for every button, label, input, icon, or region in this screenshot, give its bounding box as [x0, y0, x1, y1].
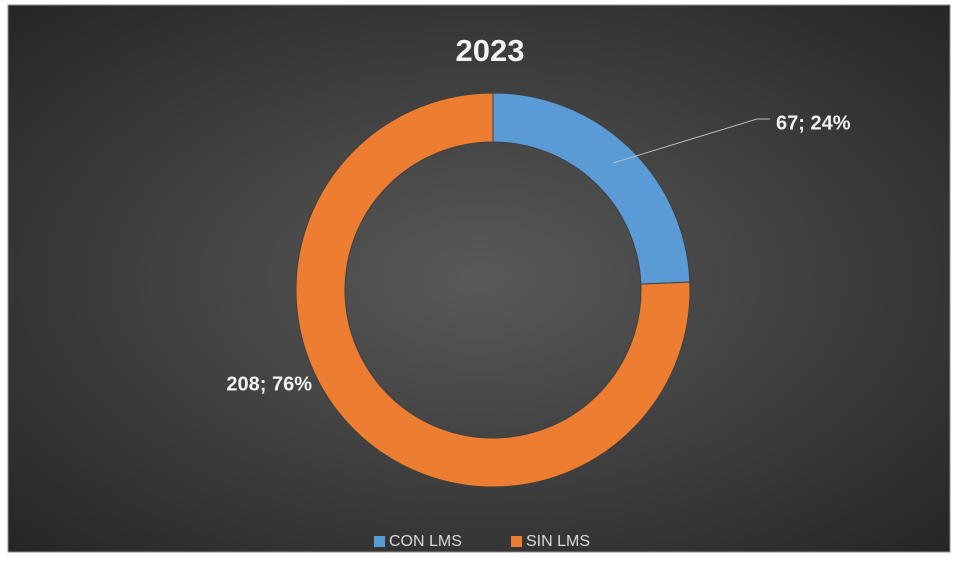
- legend-label: CON LMS: [389, 533, 462, 550]
- legend-swatch: [374, 536, 385, 547]
- chart-title: 2023: [456, 33, 525, 68]
- leader-line: [612, 118, 770, 164]
- donut-segment: [295, 92, 691, 488]
- legend-label: SIN LMS: [526, 533, 590, 550]
- legend-swatch: [511, 536, 522, 547]
- data-label: 208; 76%: [226, 373, 312, 395]
- data-label: 67; 24%: [776, 112, 851, 134]
